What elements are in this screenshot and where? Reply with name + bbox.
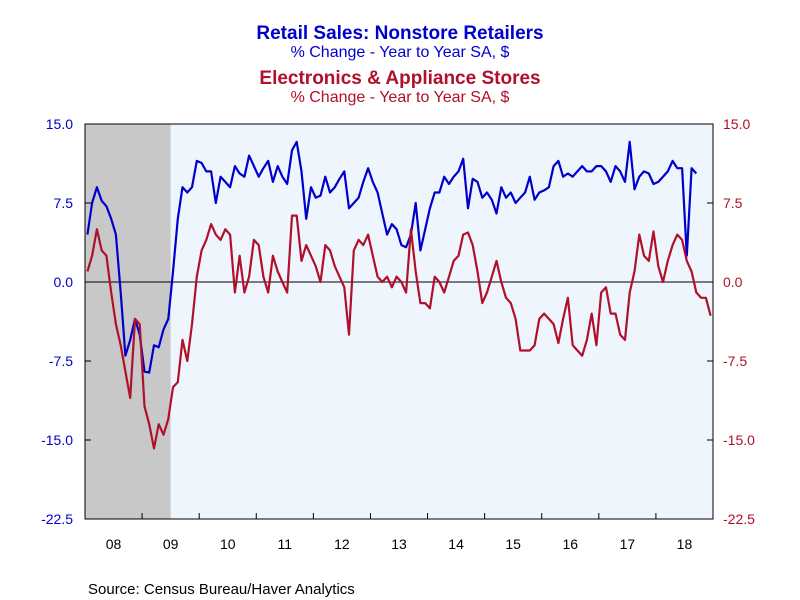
left-tick-label: 7.5 [54,195,74,211]
source-note: Source: Census Bureau/Haver Analytics [88,581,355,598]
title-series-2: Electronics & Appliance Stores [259,68,540,89]
x-tick-label: 15 [505,536,521,552]
x-tick-label: 13 [391,536,407,552]
x-tick-label: 14 [448,536,464,552]
left-tick-label: 15.0 [46,116,73,132]
x-tick-label: 08 [106,536,122,552]
plot-area [85,124,713,519]
x-tick-label: 18 [677,536,693,552]
left-tick-label: -15.0 [41,432,73,448]
left-y-axis: 15.0 7.5 0.0 -7.5 -15.0 -22.5 [41,116,91,527]
x-tick-label: 17 [620,536,636,552]
left-tick-label: -7.5 [49,353,73,369]
series-layer [86,140,712,450]
right-tick-label: -7.5 [723,353,747,369]
recession-shading [85,124,171,519]
series-line-2 [86,214,712,450]
x-axis: 08 09 10 11 12 13 14 15 16 17 18 [106,513,693,552]
right-y-axis: 15.0 7.5 0.0 -7.5 -15.0 -22.5 [707,116,755,527]
right-tick-label: 15.0 [723,116,750,132]
left-tick-label: -22.5 [41,511,73,527]
x-tick-label: 11 [278,536,293,552]
right-tick-label: -22.5 [723,511,755,527]
right-tick-label: -15.0 [723,432,755,448]
subtitle-series-2: % Change - Year to Year SA, $ [291,89,510,106]
x-tick-label: 16 [562,536,578,552]
title-series-1: Retail Sales: Nonstore Retailers [256,23,543,44]
plot-frame [84,123,714,520]
right-tick-label: 0.0 [723,274,743,290]
left-tick-label: 0.0 [54,274,74,290]
x-tick-label: 12 [334,536,350,552]
series-line-1 [86,140,698,374]
subtitle-series-1: % Change - Year to Year SA, $ [291,44,510,61]
x-tick-label: 09 [163,536,179,552]
right-tick-label: 7.5 [723,195,743,211]
x-tick-label: 10 [220,536,236,552]
